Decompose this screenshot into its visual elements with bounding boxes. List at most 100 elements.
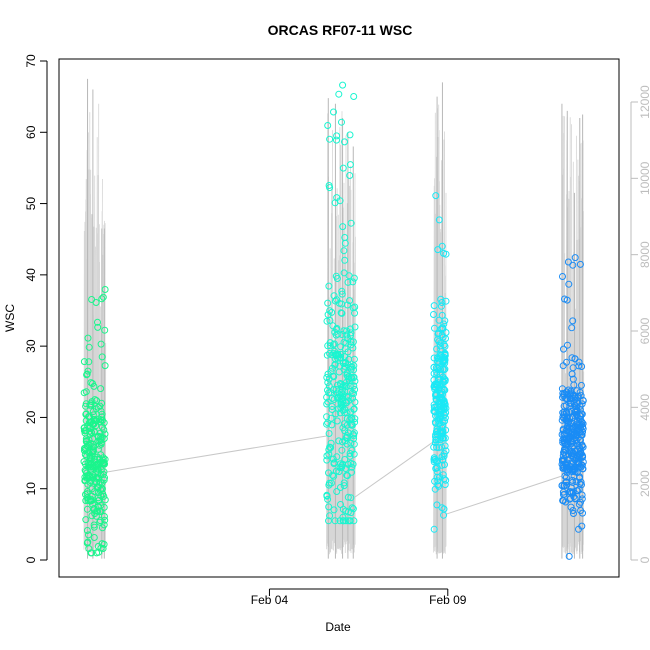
data-point xyxy=(323,413,331,421)
data-point xyxy=(349,344,357,352)
data-point xyxy=(323,420,331,428)
data-point xyxy=(324,370,332,378)
data-point xyxy=(430,354,438,362)
data-point xyxy=(339,164,347,172)
data-point xyxy=(100,426,108,434)
data-point xyxy=(438,299,446,306)
data-point xyxy=(434,246,442,254)
data-point xyxy=(326,342,334,350)
data-point xyxy=(330,506,338,514)
data-point xyxy=(439,471,447,479)
data-point xyxy=(323,492,331,500)
data-point xyxy=(441,386,449,394)
data-point xyxy=(344,335,352,343)
data-point xyxy=(572,478,580,486)
data-point xyxy=(97,340,105,348)
data-point xyxy=(329,471,336,479)
data-point xyxy=(94,433,102,440)
y-tick-label: 40 xyxy=(24,268,38,282)
data-point xyxy=(346,382,354,390)
data-point xyxy=(330,386,338,394)
y-tick-label: 30 xyxy=(24,339,38,353)
data-point xyxy=(441,356,449,364)
data-point xyxy=(83,472,91,480)
data-point xyxy=(328,351,336,359)
data-point xyxy=(438,461,446,469)
data-point xyxy=(571,401,579,409)
data-point xyxy=(350,405,358,413)
data-point xyxy=(87,400,95,408)
data-point xyxy=(323,452,331,460)
chart-title: ORCAS RF07-11 WSC xyxy=(268,22,413,38)
data-point xyxy=(574,458,582,466)
data-point xyxy=(565,280,573,288)
data-point xyxy=(89,408,97,415)
y2-tick-label: 4000 xyxy=(638,394,650,421)
data-point xyxy=(341,256,349,264)
data-point xyxy=(94,403,102,411)
data-point xyxy=(439,373,447,381)
data-point xyxy=(94,503,102,511)
data-point xyxy=(346,517,354,525)
data-point xyxy=(579,396,587,404)
data-point xyxy=(564,258,572,266)
data-point xyxy=(92,299,100,306)
data-point xyxy=(343,471,351,479)
data-point xyxy=(90,534,98,541)
data-point xyxy=(83,371,91,379)
data-point xyxy=(338,446,346,454)
y2-tick-label: 0 xyxy=(638,556,650,563)
data-point xyxy=(341,359,349,367)
data-point xyxy=(442,476,450,484)
data-point xyxy=(435,444,443,452)
data-point xyxy=(326,512,334,520)
data-point xyxy=(562,441,570,449)
data-point xyxy=(351,398,359,406)
data-point xyxy=(337,309,345,317)
data-point xyxy=(82,516,90,524)
data-point xyxy=(85,343,93,351)
data-point xyxy=(573,439,581,447)
data-point xyxy=(340,365,348,373)
data-point xyxy=(346,161,354,169)
data-point xyxy=(325,450,333,458)
data-point xyxy=(328,394,336,402)
data-point xyxy=(88,450,96,458)
data-point xyxy=(439,378,447,385)
y2-tick-label: 8000 xyxy=(638,241,650,268)
data-point xyxy=(325,382,333,390)
data-point xyxy=(441,342,449,350)
data-point xyxy=(569,443,576,451)
data-point xyxy=(333,136,340,144)
data-point xyxy=(339,517,347,525)
data-point xyxy=(85,531,92,539)
data-point xyxy=(325,503,333,511)
data-point xyxy=(344,278,352,286)
data-point xyxy=(560,402,568,410)
data-point xyxy=(97,466,105,474)
data-point xyxy=(346,297,353,305)
data-point xyxy=(576,260,584,268)
data-point xyxy=(433,425,441,433)
data-point xyxy=(440,398,448,406)
data-point xyxy=(344,373,352,381)
data-point xyxy=(327,479,335,487)
data-point xyxy=(81,451,89,458)
data-point xyxy=(350,517,358,525)
data-point xyxy=(100,435,108,442)
data-point xyxy=(324,495,332,503)
data-point xyxy=(430,302,438,310)
data-point xyxy=(567,389,575,397)
data-point xyxy=(325,446,333,454)
data-point xyxy=(340,479,348,487)
data-point xyxy=(440,358,448,366)
data-point xyxy=(430,311,437,318)
data-point xyxy=(335,405,342,413)
data-point xyxy=(567,459,575,467)
data-point xyxy=(351,386,359,393)
data-point xyxy=(100,513,108,520)
y-axis-left: 0 10 20 30 40 50 60 70 xyxy=(24,54,48,563)
data-point xyxy=(438,443,446,451)
data-point xyxy=(328,308,336,316)
data-point xyxy=(330,292,338,300)
